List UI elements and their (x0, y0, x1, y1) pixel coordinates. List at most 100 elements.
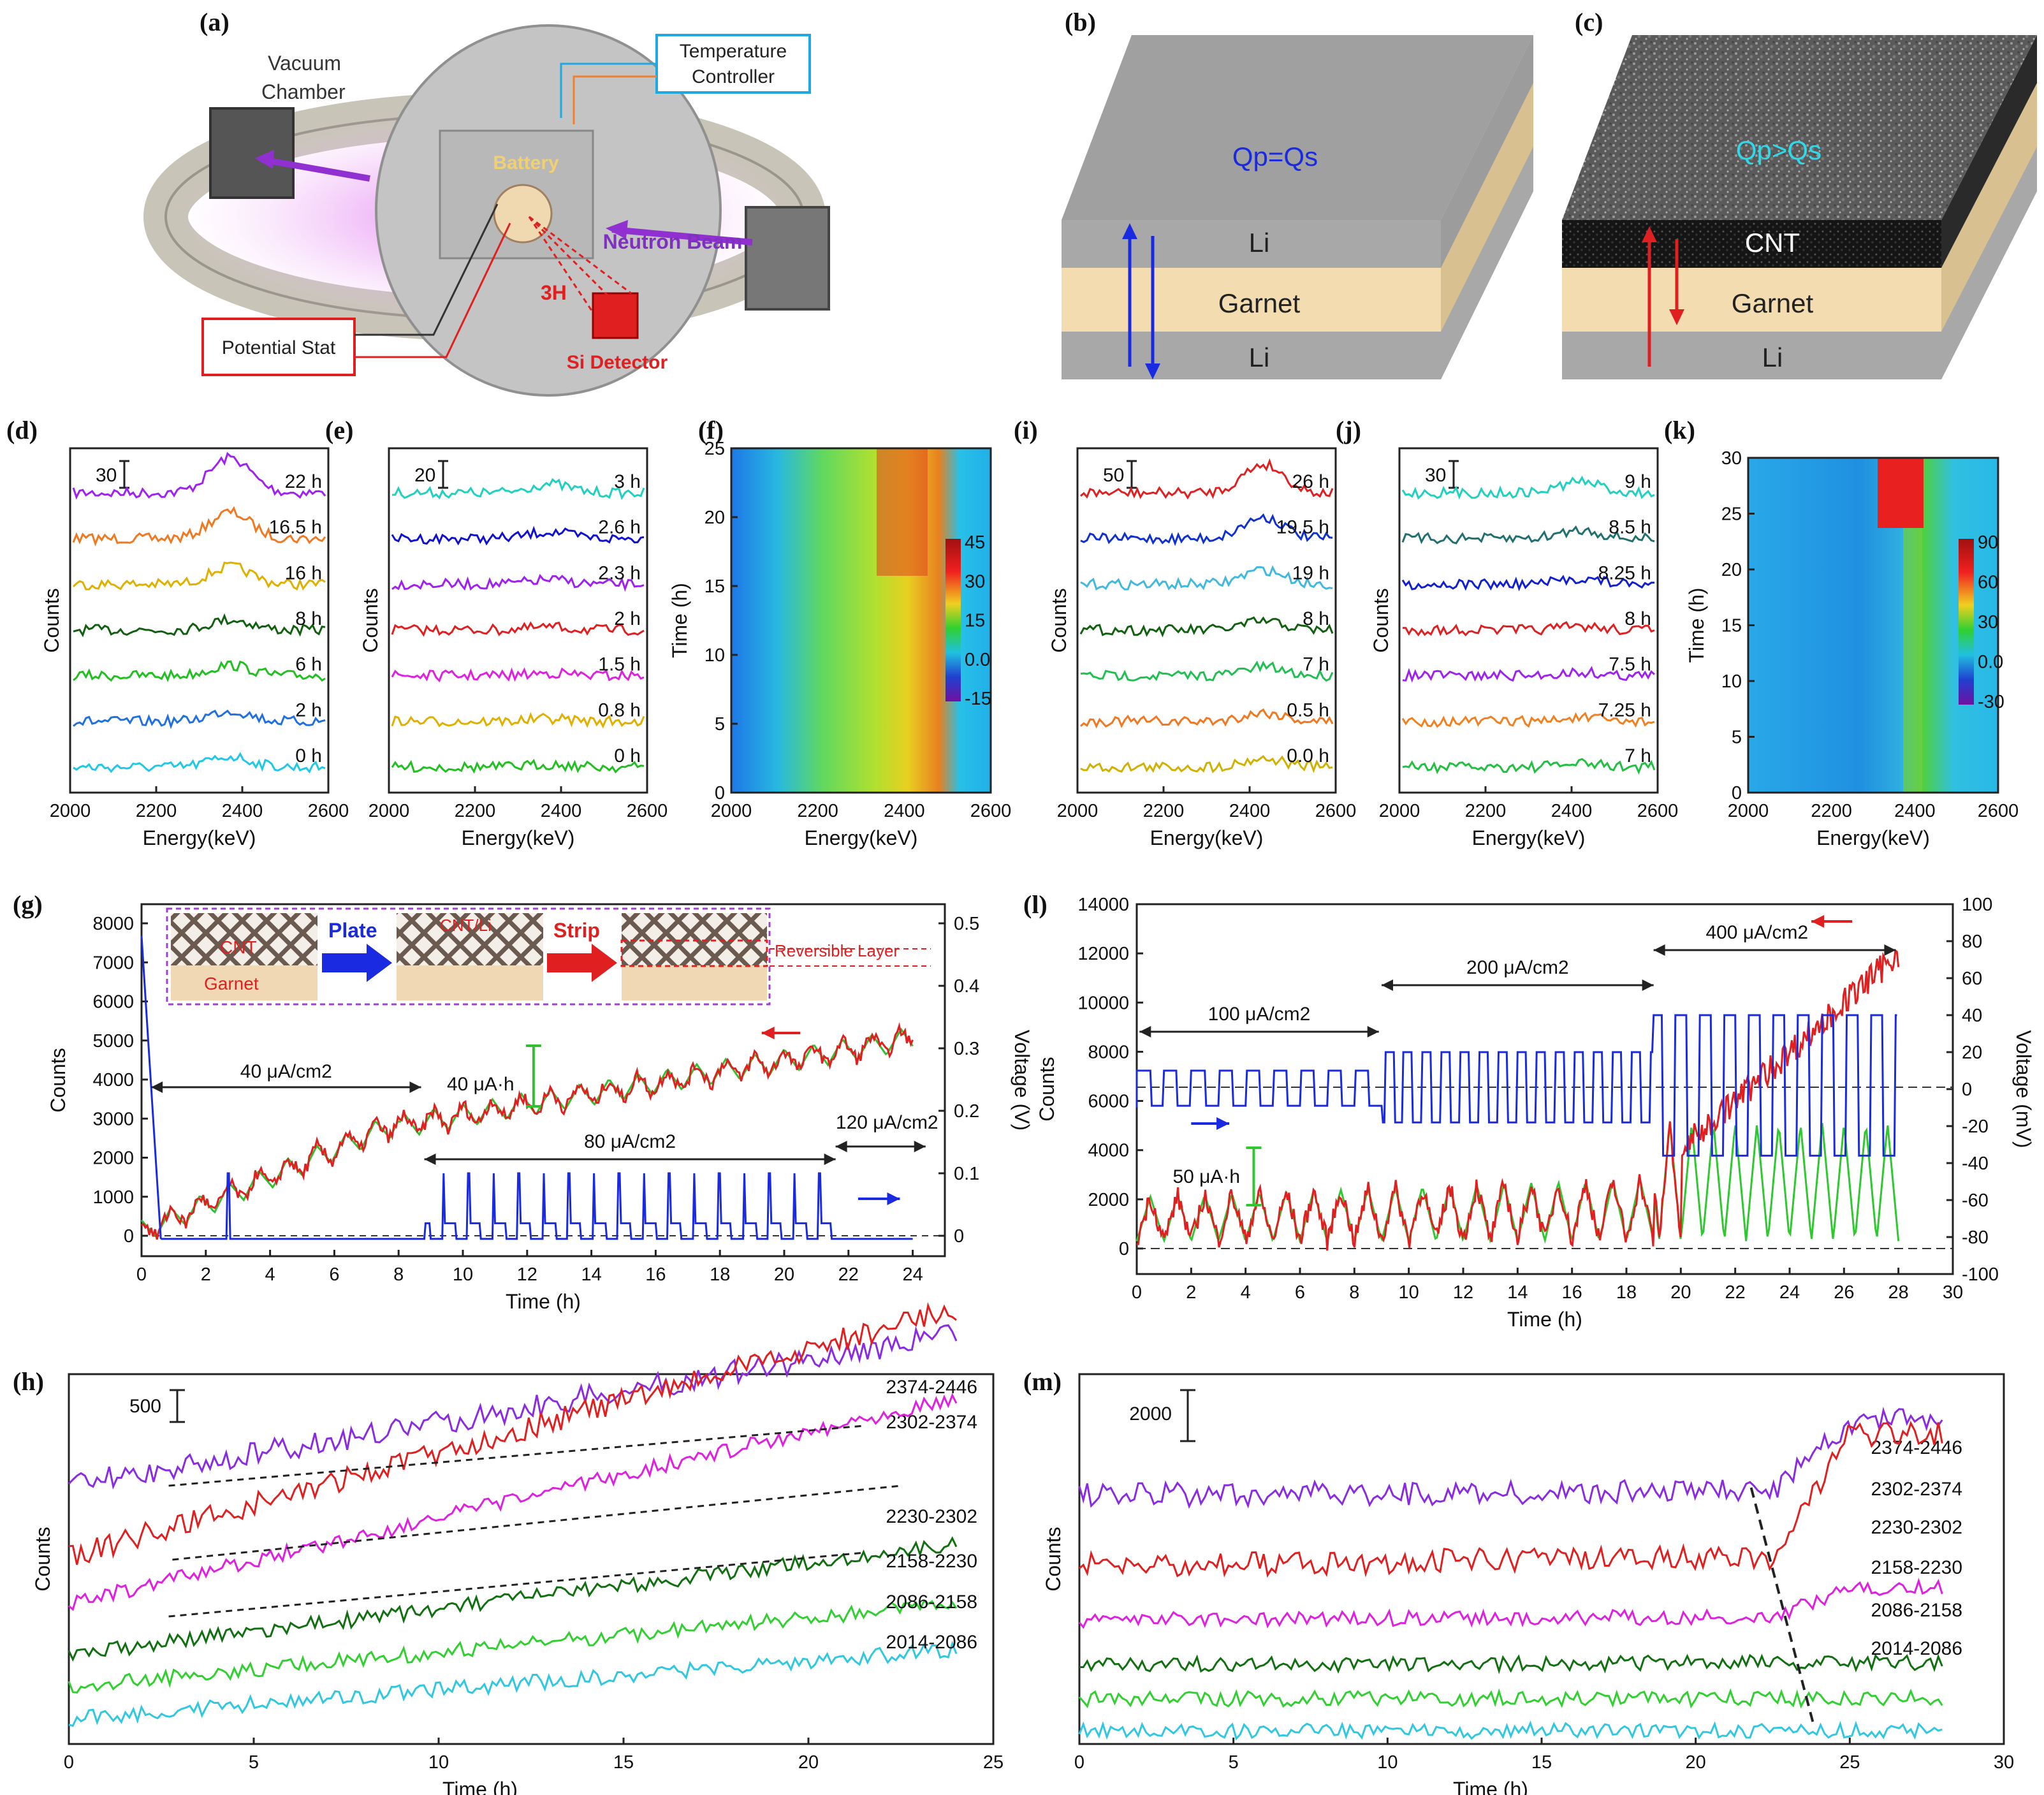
beam-stop (745, 206, 830, 311)
b-li-bottom-layer (1062, 332, 1441, 379)
panel-c: (c) Qp>Qs CNT Garnet Li (1562, 8, 2037, 379)
k-ytick-label-3: 15 (1721, 616, 1742, 636)
g-y2tick-label-3: 0.3 (954, 1039, 979, 1059)
d-curve-1 (72, 506, 326, 546)
l-range-400-head-r (1884, 944, 1896, 956)
h-xtick-label-4: 20 (798, 1752, 819, 1773)
i-curve-6 (1080, 755, 1333, 773)
g-y2tick-label-5: 0.5 (954, 914, 979, 934)
panel-m-label: (m) (1023, 1367, 1062, 1396)
g-y2tick-label-2: 0.2 (954, 1101, 979, 1122)
f-ytick-label-3: 15 (704, 576, 725, 597)
g-xlabel: Time (h) (506, 1290, 581, 1313)
g-xtick-label-3: 6 (329, 1264, 339, 1285)
e-curve-0 (391, 478, 645, 501)
g-xtick-label-9: 18 (710, 1264, 730, 1285)
d-xtick-label-3: 2600 (308, 801, 349, 821)
d-curve-label-5: 2 h (295, 700, 322, 721)
f-hot-region (877, 448, 928, 576)
panel-f: (f) 45 30 15 0.0 -15 0 5 10 15 20 25 Time (h) 2000 2… (668, 416, 1011, 849)
i-curve-2 (1080, 565, 1333, 591)
g-range-80-head-r (824, 1154, 836, 1165)
g-ytick-label-6: 6000 (92, 992, 134, 1013)
m-xtick-label-4: 20 (1686, 1752, 1706, 1773)
h-scale-label: 500 (129, 1396, 161, 1417)
l-ytick-label-4: 8000 (1088, 1042, 1129, 1062)
j-xtick-label-0: 2000 (1379, 801, 1420, 821)
j-curve-3 (1403, 621, 1655, 637)
j-curve-5 (1401, 712, 1655, 728)
m-band-label-0: 2374-2446 (1871, 1437, 1962, 1458)
g-y2tick-label-4: 0.4 (954, 976, 979, 997)
g-current-80: 80 μA/cm2 (584, 1131, 676, 1152)
k-ytick-label-2: 10 (1721, 671, 1742, 692)
panel-l: (l) 02000400060008000100001200014000-100… (1023, 890, 2035, 1331)
h-trend-1 (168, 1425, 865, 1487)
j-frame (1398, 447, 1659, 794)
m-band-label-3: 2158-2230 (1871, 1557, 1962, 1578)
g-range-80-head-l (424, 1154, 436, 1165)
j-ylabel: Counts (1369, 588, 1392, 652)
i-curve-label-6: 0.0 h (1287, 745, 1329, 766)
panel-g-label: (g) (13, 890, 43, 919)
h-band-curve-3 (68, 1536, 958, 1662)
d-curve-0 (72, 451, 326, 500)
g-xtick-label-5: 10 (453, 1264, 473, 1285)
b-equation: Qp=Qs (1232, 142, 1318, 172)
l-xtick-label-8: 16 (1562, 1282, 1582, 1303)
l-voltage-curve (1135, 1014, 1897, 1157)
d-curve-4 (73, 660, 326, 682)
i-curve-label-0: 26 h (1292, 471, 1329, 492)
b-side-top (1441, 35, 1533, 268)
e-curve-label-1: 2.6 h (598, 517, 641, 538)
g-ytick-label-4: 4000 (92, 1070, 134, 1090)
l-range-100-head-l (1139, 1026, 1151, 1037)
h-xtick-label-5: 25 (983, 1752, 1004, 1773)
beam-source (209, 107, 295, 199)
j-curve-label-3: 8 h (1624, 608, 1651, 629)
k-green-stripe (1903, 528, 1922, 793)
f-colorbar-labels: 45 30 15 0.0 -15 (965, 532, 991, 709)
neutron-arrowhead-in (606, 220, 628, 239)
neutron-beam-label: Neutron Beam (603, 230, 743, 253)
m-band-label-5: 2014-2086 (1871, 1638, 1962, 1659)
m-band-label-1: 2302-2374 (1871, 1479, 1962, 1500)
d-curve-label-4: 6 h (295, 654, 322, 675)
m-band-label-2: 2230-2302 (1871, 1517, 1962, 1538)
h-band-label-2: 2230-2302 (886, 1506, 977, 1527)
k-colorbar-labels: 90 60 30 0.0 -30 (1978, 532, 2004, 712)
l-xtick-label-1: 2 (1186, 1282, 1196, 1303)
e-curve-label-3: 2 h (614, 608, 641, 629)
k-xtick-label-2: 2400 (1894, 801, 1936, 821)
j-curve-label-4: 7.5 h (1609, 654, 1651, 675)
g-current-40: 40 μA/cm2 (240, 1061, 332, 1082)
j-xtick-label-1: 2200 (1465, 801, 1507, 821)
l-y2tick-label-7: 40 (1962, 1006, 1982, 1026)
i-label: (i) (1014, 416, 1038, 444)
k-colorbar (1959, 539, 1974, 705)
l-current-200: 200 μA/cm2 (1466, 957, 1569, 978)
g-reversible-box (620, 939, 768, 967)
g-inset-garnet-label: Garnet (204, 974, 259, 993)
l-ytick-label-6: 12000 (1077, 944, 1129, 964)
g-range-120-head-l (835, 1141, 847, 1152)
b-top-face (1062, 35, 1533, 220)
e-xtick-label-1: 2200 (455, 801, 496, 821)
neutron-arrow-out (261, 156, 370, 182)
b-garnet-label: Garnet (1218, 288, 1301, 318)
d-xtick-label-1: 2200 (136, 801, 177, 821)
l-xtick-label-4: 8 (1349, 1282, 1359, 1303)
l-xtick-label-5: 10 (1399, 1282, 1419, 1303)
neutron-arrowhead-out (255, 150, 274, 169)
g-xtick-label-11: 22 (838, 1264, 859, 1285)
d-curve-2 (72, 561, 326, 591)
panel-h-label: (h) (13, 1367, 44, 1396)
i-curve-0 (1080, 458, 1334, 500)
e-curve-label-2: 2.3 h (598, 562, 641, 583)
g-ytick-label-7: 7000 (92, 953, 134, 973)
l-ytick-label-5: 10000 (1077, 993, 1129, 1013)
g-plot: 0 1000 2000 3000 4000 5000 6000 7000 8000 0 0.1 0.2… (47, 914, 1033, 1313)
i-curve-4 (1080, 660, 1334, 682)
j-curve-0 (1401, 475, 1655, 500)
